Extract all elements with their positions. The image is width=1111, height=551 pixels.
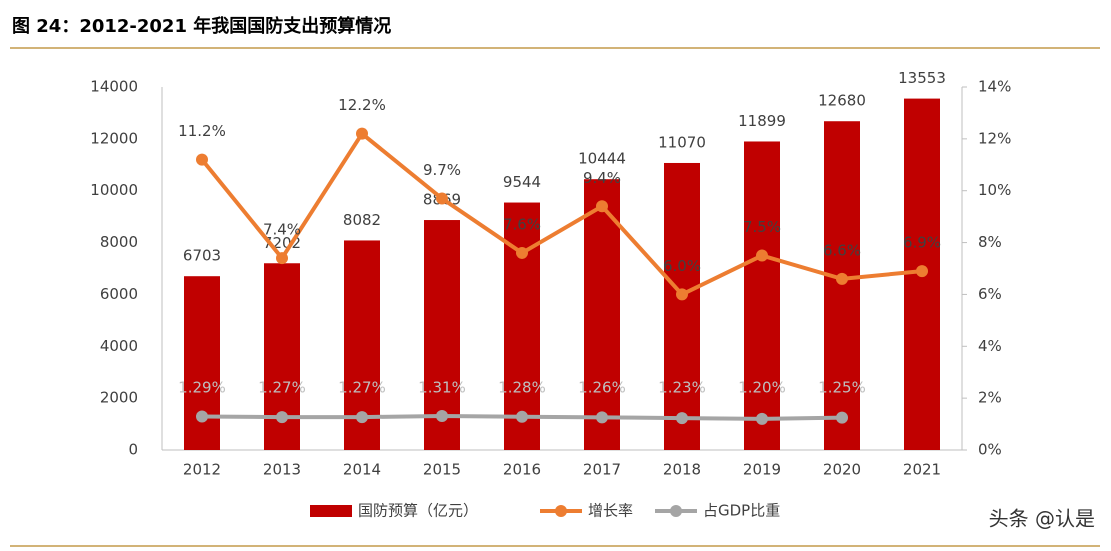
point-label: 1.25% <box>818 379 866 397</box>
point <box>516 246 528 259</box>
legend-swatch <box>310 505 352 517</box>
legend-label: 占GDP比重 <box>703 502 780 520</box>
y-tick-label: 10000 <box>90 181 138 199</box>
point <box>196 410 208 423</box>
point-label: 1.23% <box>658 379 706 397</box>
point <box>836 272 848 285</box>
bar-label: 9544 <box>503 173 541 191</box>
bar-label: 11070 <box>658 133 706 151</box>
x-tick-label: 2015 <box>423 461 461 479</box>
y-tick-label: 12000 <box>90 129 138 147</box>
y-tick-label: 8000 <box>100 233 138 251</box>
point <box>916 265 928 278</box>
x-tick-label: 2018 <box>663 461 701 479</box>
point <box>356 127 368 140</box>
point <box>596 200 608 213</box>
legend-swatch <box>555 505 567 517</box>
point <box>436 410 448 423</box>
x-tick-label: 2013 <box>263 461 301 479</box>
point-label: 7.5% <box>743 218 781 236</box>
point-label: 12.2% <box>338 96 386 114</box>
legend-swatch <box>670 505 682 517</box>
point <box>676 288 688 301</box>
y-tick-label: 0 <box>128 441 138 459</box>
bar-label: 13553 <box>898 69 946 87</box>
point <box>756 249 768 262</box>
chart-title: 图 24：2012-2021 年我国国防支出预算情况 <box>12 15 391 37</box>
point <box>756 412 768 425</box>
y2-tick-label: 4% <box>978 337 1002 355</box>
point-label: 6.6% <box>823 241 861 259</box>
point-label: 1.20% <box>738 379 786 397</box>
x-tick-label: 2012 <box>183 461 221 479</box>
point-label: 11.2% <box>178 122 226 140</box>
y2-tick-label: 0% <box>978 441 1002 459</box>
point <box>516 410 528 423</box>
point-label: 9.4% <box>583 169 621 187</box>
bar-label: 10444 <box>578 150 626 168</box>
x-tick-label: 2017 <box>583 461 621 479</box>
bar <box>584 179 620 450</box>
point <box>676 412 688 425</box>
y2-tick-label: 10% <box>978 181 1011 199</box>
legend-label: 增长率 <box>588 502 633 520</box>
point-label: 7.4% <box>263 221 301 239</box>
bar <box>184 276 220 450</box>
point-label: 6.9% <box>903 234 941 252</box>
point <box>276 252 288 265</box>
watermark: 头条 @认是 <box>989 507 1095 531</box>
x-tick-label: 2019 <box>743 461 781 479</box>
x-tick-label: 2014 <box>343 461 381 479</box>
point-label: 1.26% <box>578 379 626 397</box>
bar <box>744 141 780 450</box>
y-tick-label: 4000 <box>100 337 138 355</box>
bar <box>824 121 860 451</box>
point <box>436 192 448 205</box>
bar-label: 11899 <box>738 112 786 130</box>
point <box>836 411 848 424</box>
point-label: 1.31% <box>418 379 466 397</box>
point-label: 1.28% <box>498 379 546 397</box>
bar-label: 6703 <box>183 247 221 265</box>
line <box>200 130 923 297</box>
y-tick-label: 2000 <box>100 389 138 407</box>
y-tick-label: 14000 <box>90 78 138 96</box>
y2-tick-label: 2% <box>978 389 1002 407</box>
point-label: 9.7% <box>423 161 461 179</box>
x-tick-label: 2021 <box>903 461 941 479</box>
point-label: 7.6% <box>503 215 541 233</box>
point <box>196 153 208 166</box>
y2-tick-label: 6% <box>978 285 1002 303</box>
bar-label: 12680 <box>818 92 866 110</box>
bar <box>664 162 700 451</box>
point <box>596 411 608 424</box>
point-label: 1.27% <box>338 379 386 397</box>
x-tick-label: 2016 <box>503 461 541 479</box>
point-label: 6.0% <box>663 257 701 275</box>
point-label: 1.29% <box>178 379 226 397</box>
y2-tick-label: 12% <box>978 129 1011 147</box>
point <box>276 411 288 424</box>
point-label: 1.27% <box>258 379 306 397</box>
y-tick-label: 6000 <box>100 285 138 303</box>
x-tick-label: 2020 <box>823 461 861 479</box>
y2-tick-label: 8% <box>978 233 1002 251</box>
point <box>356 411 368 424</box>
y2-tick-label: 14% <box>978 78 1011 96</box>
legend-label: 国防预算（亿元） <box>358 502 478 520</box>
bar-label: 8082 <box>343 211 381 229</box>
